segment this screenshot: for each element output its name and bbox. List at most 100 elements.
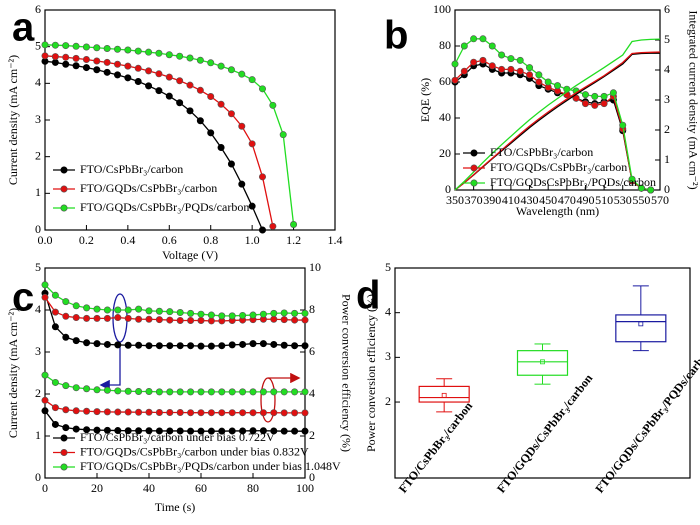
data-point [155, 342, 163, 350]
data-point [553, 82, 561, 90]
data-point [72, 54, 80, 62]
data-point [270, 409, 278, 417]
y-axis-label: EQE (%) [418, 78, 432, 122]
data-point [488, 42, 496, 50]
data-point [238, 122, 246, 130]
data-point [134, 47, 142, 55]
y2-tick-label: 10 [309, 260, 321, 274]
x-tick-label: 80 [247, 481, 259, 495]
legend-label: FTO/GQDs/CsPbBr₃/carbon [80, 181, 217, 195]
data-point [82, 64, 90, 72]
data-point [544, 78, 552, 86]
data-point [166, 427, 174, 435]
y-axis-label: Current density (mA cm⁻²) [6, 55, 20, 185]
x-tick-label: 40 [143, 481, 155, 495]
data-point [51, 378, 59, 386]
data-point [535, 78, 543, 86]
data-point [479, 56, 487, 64]
data-point [166, 308, 174, 316]
data-point [82, 43, 90, 51]
legend-label: FTO/GQDs/CsPbBr₃/carbon [490, 160, 627, 174]
legend-label: FTO/GQDs/CsPbBr₃/carbon under bias 0.832… [80, 444, 309, 458]
panel-letter: c [12, 276, 34, 320]
x-tick-label: 370 [465, 193, 483, 207]
data-point [135, 305, 143, 313]
data-point [259, 310, 267, 318]
data-point [124, 306, 132, 314]
y2-tick-label: 2 [309, 428, 315, 442]
data-point [269, 101, 277, 109]
legend-label: FTO/CsPbBr₃/carbon under bias 0.722V [80, 430, 275, 444]
data-point [516, 56, 524, 64]
data-point [72, 62, 80, 70]
data-point [62, 333, 70, 341]
data-point [83, 407, 91, 415]
data-point [41, 281, 49, 289]
data-point [165, 51, 173, 59]
data-point [83, 426, 91, 434]
data-point [218, 342, 226, 350]
legend-marker [60, 185, 68, 193]
data-point [103, 426, 111, 434]
annotation-right [260, 372, 301, 423]
data-point [114, 408, 122, 416]
data-point [628, 175, 636, 183]
y-tick-label: 6 [35, 2, 41, 16]
data-point [145, 82, 153, 90]
data-point [124, 62, 132, 70]
data-point [187, 316, 195, 324]
data-point [479, 35, 487, 43]
data-point [72, 407, 80, 415]
data-point [41, 41, 49, 49]
data-point [239, 388, 247, 396]
y-tick-label: 2 [385, 394, 391, 408]
data-point [498, 51, 506, 59]
data-point [207, 93, 215, 101]
data-point [591, 92, 599, 100]
y2-tick-label: 4 [664, 62, 670, 76]
data-point [301, 316, 309, 324]
x-axis-label: Voltage (V) [162, 248, 218, 262]
data-point [155, 427, 163, 435]
data-point [62, 298, 70, 306]
data-point [279, 131, 287, 139]
data-point [301, 388, 309, 396]
data-point [258, 173, 266, 181]
data-point [124, 408, 132, 416]
data-point [51, 291, 59, 299]
data-point [93, 44, 101, 52]
data-point [83, 385, 91, 393]
data-point [227, 160, 235, 168]
data-point [227, 110, 235, 118]
data-point [470, 58, 478, 66]
data-point [114, 71, 122, 79]
data-point [637, 184, 645, 192]
data-point [270, 315, 278, 323]
x-tick-label: 0.2 [79, 233, 94, 247]
data-point [228, 427, 236, 435]
data-point [93, 66, 101, 74]
y-axis-label: Power conversion efficiency (%) [364, 294, 378, 452]
data-point [196, 117, 204, 125]
series-line [454, 59, 651, 191]
data-point [134, 78, 142, 86]
data-point [259, 409, 267, 417]
data-point [114, 427, 122, 435]
data-point [93, 314, 101, 322]
data-point [228, 341, 236, 349]
data-point [280, 409, 288, 417]
data-point [228, 312, 236, 320]
y-tick-label: 3 [385, 349, 391, 363]
series-line [44, 60, 264, 231]
data-point [51, 404, 59, 412]
legend-marker [60, 166, 68, 174]
y-tick-label: 80 [439, 38, 451, 52]
x-tick-label: 20 [91, 481, 103, 495]
data-point [270, 340, 278, 348]
data-point [103, 314, 111, 322]
x-tick-label: 490 [576, 193, 594, 207]
data-point [155, 87, 163, 95]
x-tick-label: 350 [446, 193, 464, 207]
y2-tick-label: 6 [664, 2, 670, 16]
data-point [155, 408, 163, 416]
